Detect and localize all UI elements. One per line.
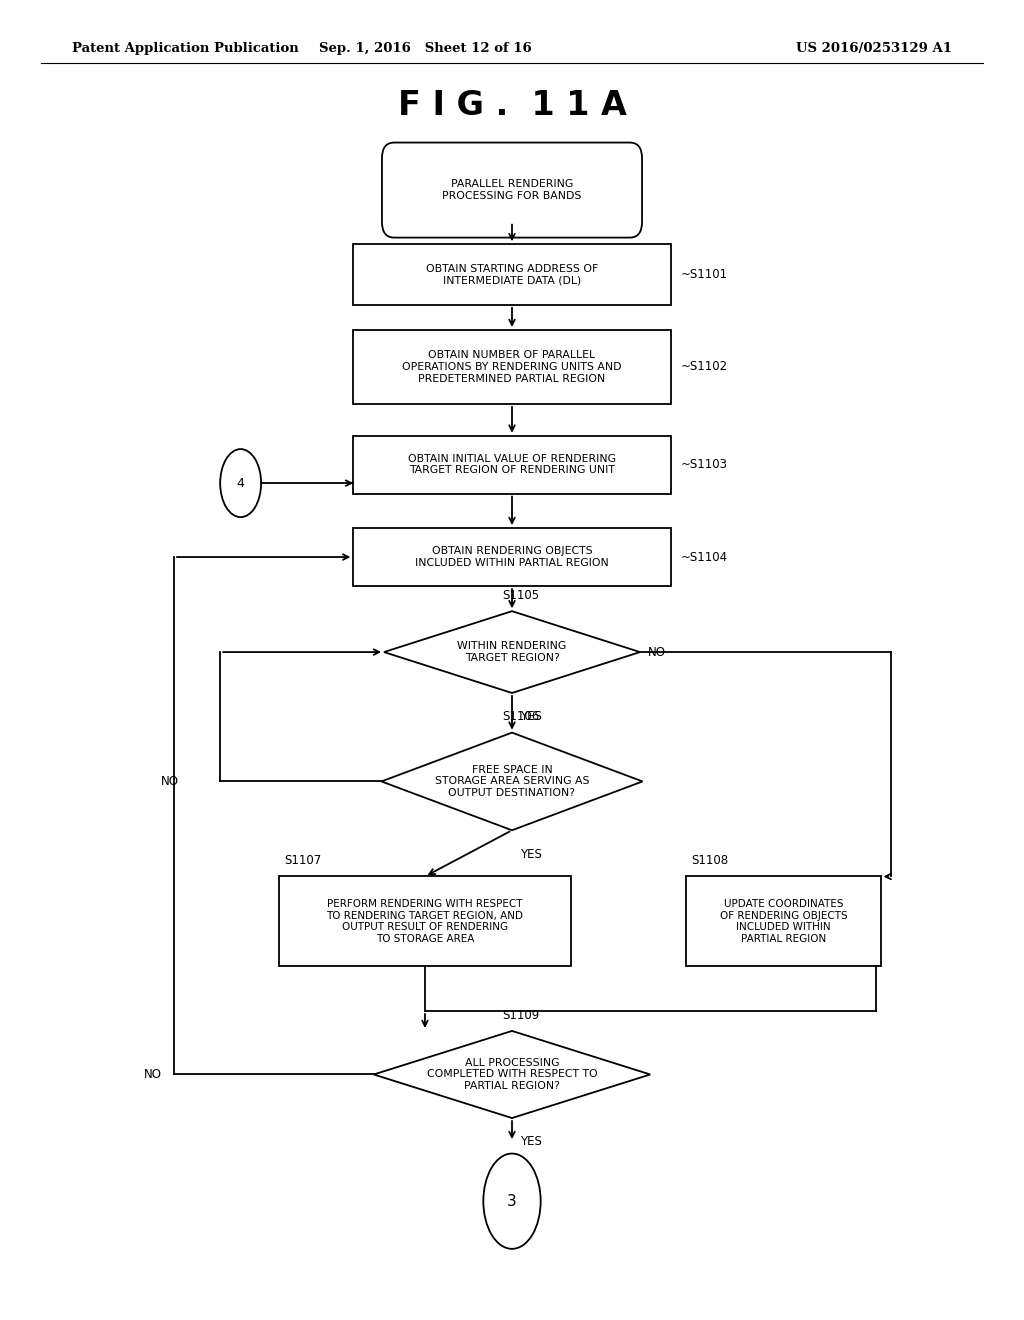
Text: ~S1103: ~S1103 — [681, 458, 728, 471]
Bar — [353, 244, 671, 305]
Text: FREE SPACE IN
STORAGE AREA SERVING AS
OUTPUT DESTINATION?: FREE SPACE IN STORAGE AREA SERVING AS OU… — [435, 764, 589, 799]
Text: F I G .  1 1 A: F I G . 1 1 A — [397, 88, 627, 121]
Ellipse shape — [220, 449, 261, 517]
Text: 3: 3 — [507, 1193, 517, 1209]
Text: S1105: S1105 — [502, 589, 539, 602]
Text: US 2016/0253129 A1: US 2016/0253129 A1 — [797, 42, 952, 55]
Ellipse shape — [483, 1154, 541, 1249]
Text: UPDATE COORDINATES
OF RENDERING OBJECTS
INCLUDED WITHIN
PARTIAL REGION: UPDATE COORDINATES OF RENDERING OBJECTS … — [720, 899, 847, 944]
FancyBboxPatch shape — [382, 143, 642, 238]
Text: Patent Application Publication: Patent Application Publication — [72, 42, 298, 55]
Text: Sep. 1, 2016   Sheet 12 of 16: Sep. 1, 2016 Sheet 12 of 16 — [318, 42, 531, 55]
Polygon shape — [384, 611, 640, 693]
Text: NO: NO — [143, 1068, 162, 1081]
Text: ALL PROCESSING
COMPLETED WITH RESPECT TO
PARTIAL REGION?: ALL PROCESSING COMPLETED WITH RESPECT TO… — [427, 1057, 597, 1092]
Text: ~S1104: ~S1104 — [681, 550, 728, 564]
Text: PARALLEL RENDERING
PROCESSING FOR BANDS: PARALLEL RENDERING PROCESSING FOR BANDS — [442, 180, 582, 201]
Text: PERFORM RENDERING WITH RESPECT
TO RENDERING TARGET REGION, AND
OUTPUT RESULT OF : PERFORM RENDERING WITH RESPECT TO RENDER… — [327, 899, 523, 944]
Text: WITHIN RENDERING
TARGET REGION?: WITHIN RENDERING TARGET REGION? — [458, 642, 566, 663]
Polygon shape — [381, 733, 643, 830]
Text: YES: YES — [520, 847, 542, 861]
Text: NO: NO — [648, 645, 667, 659]
Bar — [279, 876, 570, 966]
Polygon shape — [374, 1031, 650, 1118]
Text: YES: YES — [520, 1135, 542, 1148]
Text: ~S1101: ~S1101 — [681, 268, 728, 281]
Bar — [353, 330, 671, 404]
Text: OBTAIN RENDERING OBJECTS
INCLUDED WITHIN PARTIAL REGION: OBTAIN RENDERING OBJECTS INCLUDED WITHIN… — [415, 546, 609, 568]
Text: S1109: S1109 — [502, 1008, 539, 1022]
Text: OBTAIN STARTING ADDRESS OF
INTERMEDIATE DATA (DL): OBTAIN STARTING ADDRESS OF INTERMEDIATE … — [426, 264, 598, 285]
Bar — [353, 436, 671, 494]
Text: S1106: S1106 — [502, 710, 539, 723]
Text: 4: 4 — [237, 477, 245, 490]
Text: YES: YES — [520, 710, 542, 723]
Text: S1108: S1108 — [691, 854, 728, 867]
Text: NO: NO — [161, 775, 179, 788]
Text: OBTAIN NUMBER OF PARALLEL
OPERATIONS BY RENDERING UNITS AND
PREDETERMINED PARTIA: OBTAIN NUMBER OF PARALLEL OPERATIONS BY … — [402, 350, 622, 384]
Text: S1107: S1107 — [284, 854, 322, 867]
Bar — [686, 876, 881, 966]
Bar — [353, 528, 671, 586]
Text: ~S1102: ~S1102 — [681, 360, 728, 374]
Text: OBTAIN INITIAL VALUE OF RENDERING
TARGET REGION OF RENDERING UNIT: OBTAIN INITIAL VALUE OF RENDERING TARGET… — [408, 454, 616, 475]
